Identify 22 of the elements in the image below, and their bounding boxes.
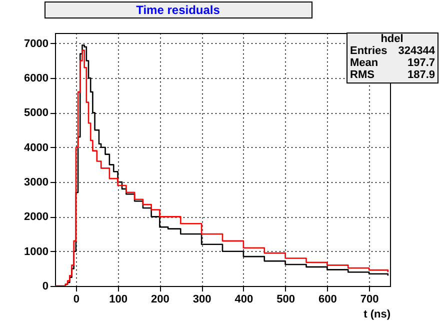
y-tick-label: 2000 — [24, 211, 48, 224]
x-tick-label: 700 — [360, 294, 379, 306]
y-tick-label: 0 — [42, 280, 48, 292]
y-tick-label: 4000 — [24, 142, 48, 154]
x-tick-label: 100 — [109, 294, 128, 306]
x-tick-label: 500 — [276, 294, 295, 306]
x-tick-label: 600 — [318, 294, 337, 306]
text: Mean 197.7 — [350, 57, 435, 69]
annotation: Entries 324344 — [350, 45, 436, 57]
x-tick-label: 400 — [234, 294, 254, 306]
y-tick-label: 1000 — [24, 246, 48, 258]
text: RMS 187.9 — [350, 69, 435, 81]
x-tick-label: 300 — [192, 294, 212, 306]
y-tick-label: 3000 — [24, 176, 48, 189]
y-tick-label: 6000 — [24, 72, 48, 85]
annotation: hdel — [380, 33, 404, 45]
x-tick-label: 0 — [73, 294, 80, 306]
x-tick-label: 200 — [151, 294, 170, 306]
y-tick-label: 5000 — [24, 107, 48, 120]
chart-title: Time residuals — [136, 3, 220, 17]
y-tick-label: 7000 — [24, 38, 48, 50]
x-axis-title: t (ns) — [364, 308, 391, 320]
